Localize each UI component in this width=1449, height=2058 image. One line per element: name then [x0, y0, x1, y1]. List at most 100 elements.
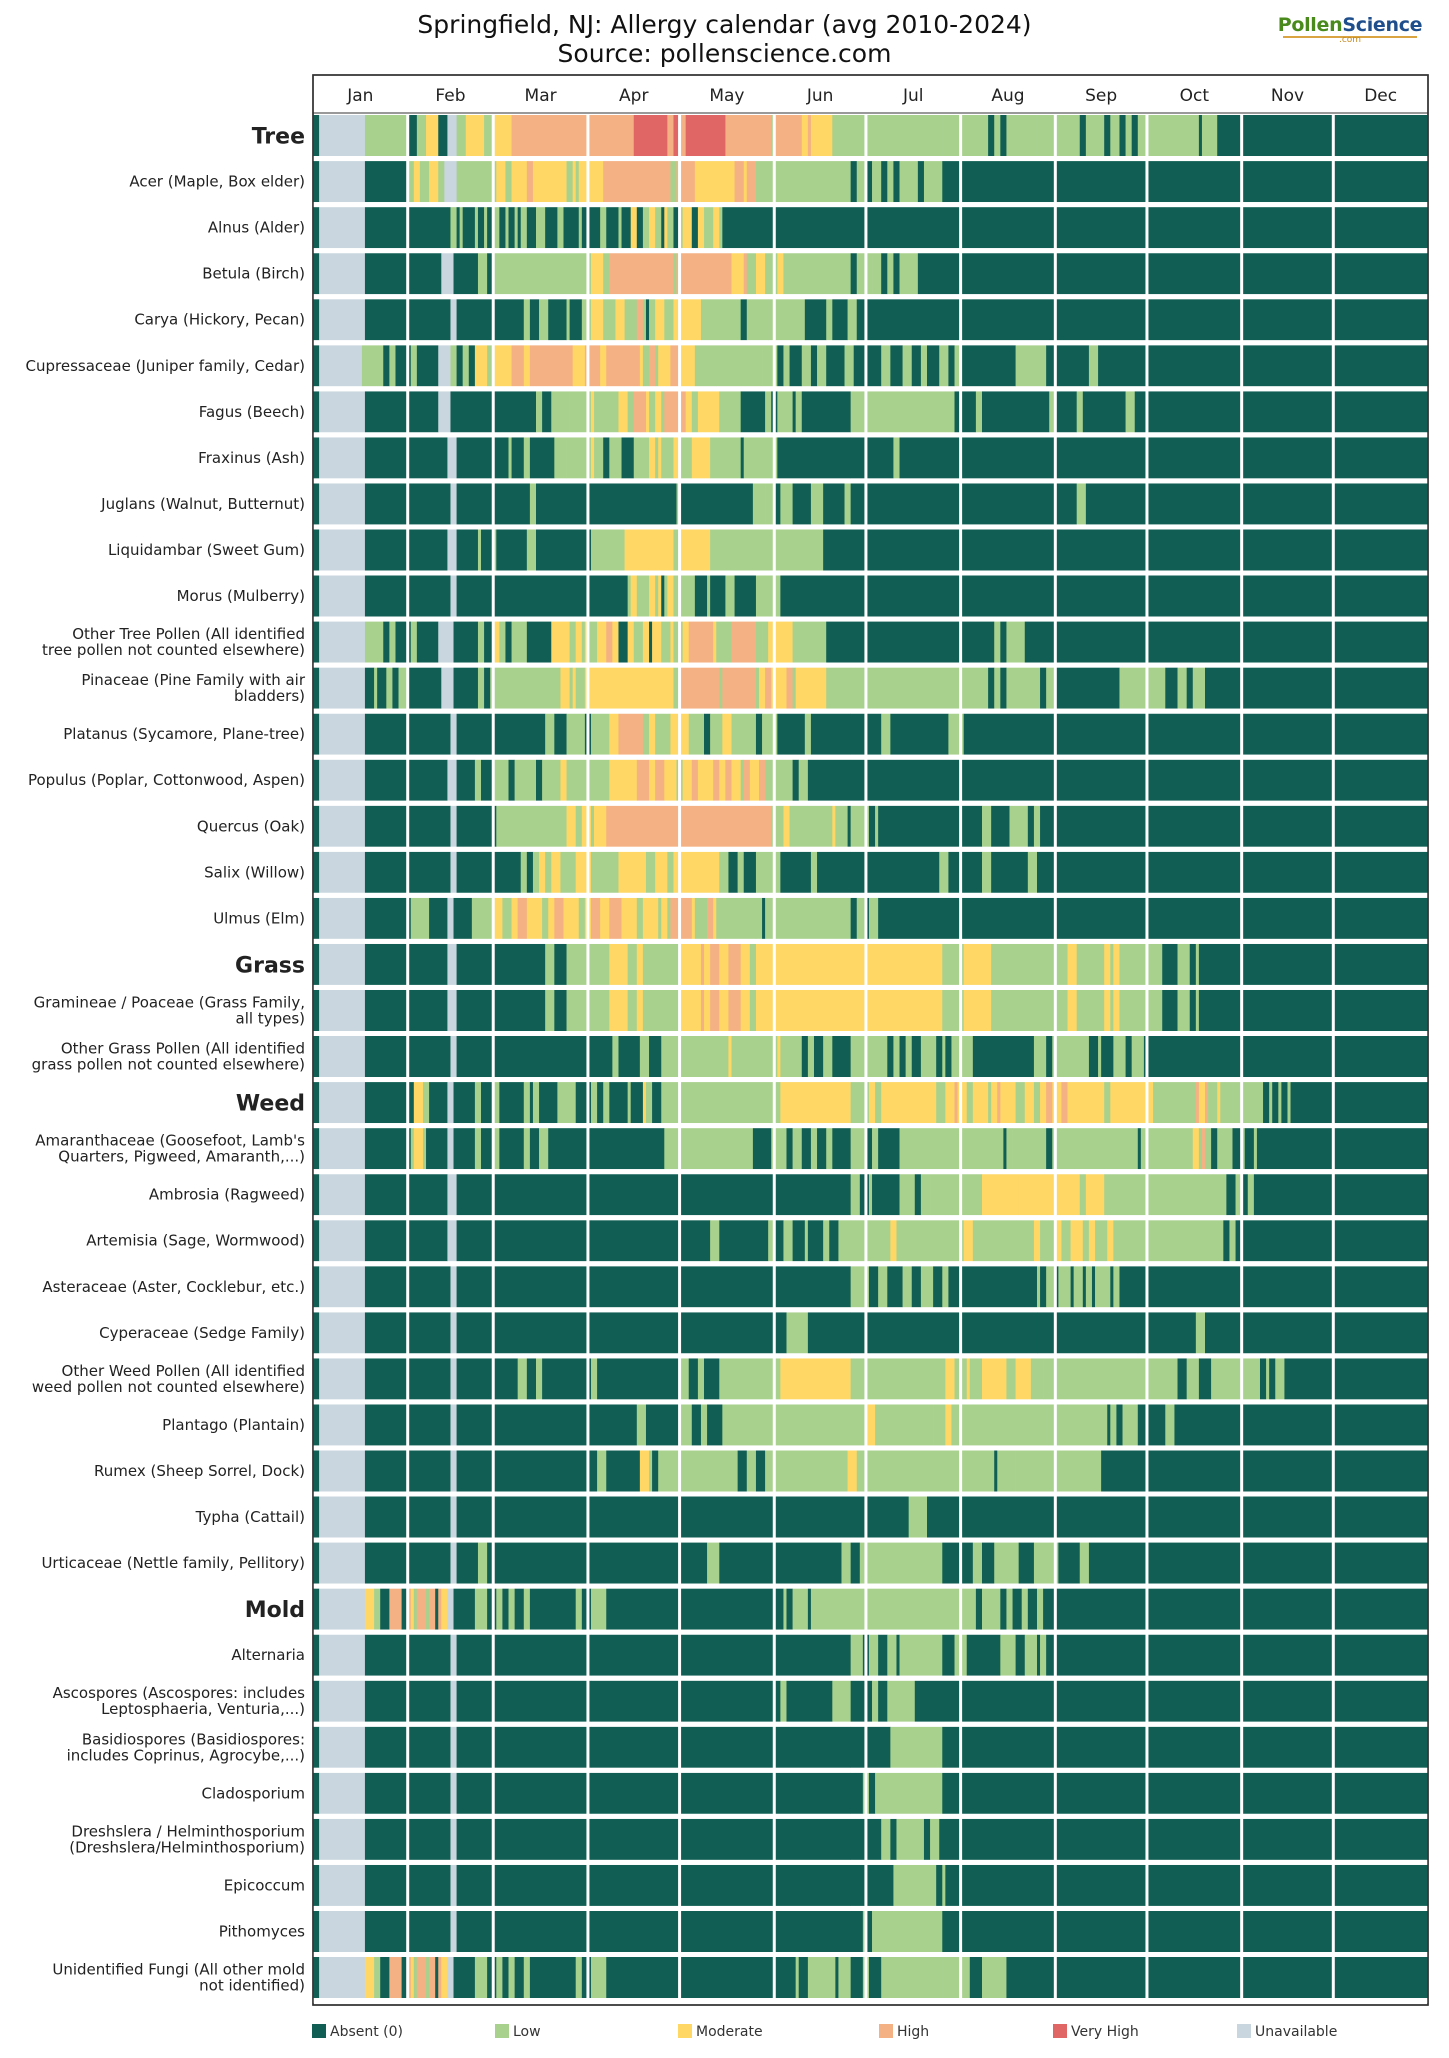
heat-cell-unavailable — [450, 851, 457, 893]
heat-cell-absent — [679, 1680, 775, 1722]
heat-cell-low — [1198, 667, 1206, 709]
heat-cell-absent — [502, 1588, 509, 1630]
heat-cell-absent — [456, 345, 464, 387]
heat-cell-absent — [462, 207, 476, 249]
heat-cell-absent — [313, 989, 320, 1031]
heat-cell-moderate — [572, 345, 586, 387]
heat-cell-high — [725, 759, 732, 801]
heat-cell-absent — [383, 621, 390, 663]
heat-cell-absent — [704, 1358, 720, 1400]
heat-cell-absent — [493, 851, 522, 893]
heat-cell-moderate — [1104, 943, 1111, 985]
heat-cell-low — [783, 345, 790, 387]
heat-cell-high — [807, 115, 812, 157]
heat-cell-moderate — [523, 345, 531, 387]
heat-cell-absent — [590, 1404, 638, 1446]
heat-cell-absent — [645, 299, 650, 341]
heat-cell-unavailable — [319, 759, 366, 801]
heat-cell-low — [810, 1128, 818, 1170]
heat-cell-absent — [313, 1910, 320, 1952]
heat-cell-absent — [850, 483, 1078, 525]
heat-cell-unavailable — [438, 391, 451, 433]
heat-cell-low — [774, 1082, 781, 1124]
heat-cell-low — [569, 391, 592, 433]
heat-cell-low — [887, 1634, 897, 1676]
heat-cell-low — [719, 391, 742, 433]
heat-cell-unavailable — [450, 805, 457, 847]
heat-cell-high — [511, 115, 598, 157]
heat-cell-low — [496, 805, 567, 847]
heat-cell-absent — [939, 1818, 1429, 1860]
heat-cell-absent — [453, 1588, 476, 1630]
heat-cell-low — [1095, 1266, 1111, 1308]
heat-cell-absent — [554, 713, 567, 755]
heat-cell-absent — [456, 759, 476, 801]
heat-cell-low — [557, 207, 564, 249]
heat-cell-absent — [1003, 1128, 1007, 1170]
row-label: Epicoccum — [224, 1876, 305, 1894]
heat-cell-absent — [364, 1910, 409, 1952]
heat-cell-absent — [313, 299, 320, 341]
heat-cell-absent — [1165, 667, 1178, 709]
heat-cell-moderate — [731, 253, 745, 295]
heat-cell-low — [1119, 943, 1163, 985]
heat-cell-absent — [453, 667, 479, 709]
heat-cell-low — [496, 253, 592, 295]
heat-cell-moderate — [511, 161, 528, 203]
heat-cell-low — [658, 1450, 671, 1492]
heat-cell-low — [899, 1174, 916, 1216]
heat-cell-very_high — [685, 115, 726, 157]
heat-cell-absent — [826, 345, 845, 387]
heat-cell-high — [438, 1588, 442, 1630]
heat-cell-low — [1232, 1082, 1264, 1124]
heat-cell-absent — [1036, 1634, 1041, 1676]
heat-cell-low — [1205, 1128, 1212, 1170]
row-gap — [313, 202, 1428, 208]
heat-cell-moderate — [639, 345, 644, 387]
heat-cell-low — [575, 805, 583, 847]
heat-cell-absent — [548, 1128, 592, 1170]
heat-cell-absent — [868, 1957, 882, 1999]
heat-cell-moderate — [1113, 989, 1120, 1031]
legend-swatch — [495, 2024, 509, 2038]
heat-cell-absent — [948, 345, 955, 387]
heat-cell-low — [523, 1588, 531, 1630]
heat-cell-high — [429, 1957, 436, 1999]
heat-cell-low — [765, 1450, 775, 1492]
heat-cell-moderate — [618, 851, 647, 893]
heat-cell-low — [746, 1450, 757, 1492]
heat-cell-absent — [493, 1312, 592, 1354]
heat-cell-moderate — [572, 161, 577, 203]
heat-cell-moderate — [679, 989, 702, 1031]
heat-cell-absent — [1244, 1128, 1255, 1170]
heat-cell-absent — [804, 299, 827, 341]
heat-cell-absent — [514, 1588, 525, 1630]
heat-cell-low — [590, 713, 610, 755]
heat-cell-absent — [313, 1174, 320, 1216]
heat-cell-absent — [1107, 1404, 1111, 1446]
heat-cell-low — [817, 345, 827, 387]
heat-cell-low — [1110, 989, 1114, 1031]
heat-cell-low — [1122, 667, 1166, 709]
heat-cell-low — [679, 437, 693, 479]
heat-cell-low — [792, 667, 796, 709]
heat-cell-low — [639, 1036, 650, 1078]
heat-cell-low — [710, 1220, 720, 1262]
heat-cell-low — [1192, 1082, 1197, 1124]
heat-cell-low — [389, 345, 396, 387]
heat-cell-absent — [1000, 621, 1007, 663]
heat-cell-moderate — [963, 943, 992, 985]
heat-cell-low — [1186, 1358, 1200, 1400]
heat-cell-low — [661, 621, 671, 663]
heat-cell-moderate — [429, 161, 439, 203]
heat-cell-low — [514, 207, 519, 249]
heat-cell-absent — [963, 713, 1429, 755]
legend: Absent (0) Low Moderate High Very High Unavai… — [312, 2022, 1442, 2046]
heat-cell-absent — [313, 713, 320, 755]
heat-cell-moderate — [743, 161, 748, 203]
legend-label: Unavailable — [1255, 2024, 1338, 2040]
heat-cell-low — [765, 391, 772, 433]
heat-cell-absent — [826, 621, 971, 663]
heat-cell-absent — [865, 161, 873, 203]
